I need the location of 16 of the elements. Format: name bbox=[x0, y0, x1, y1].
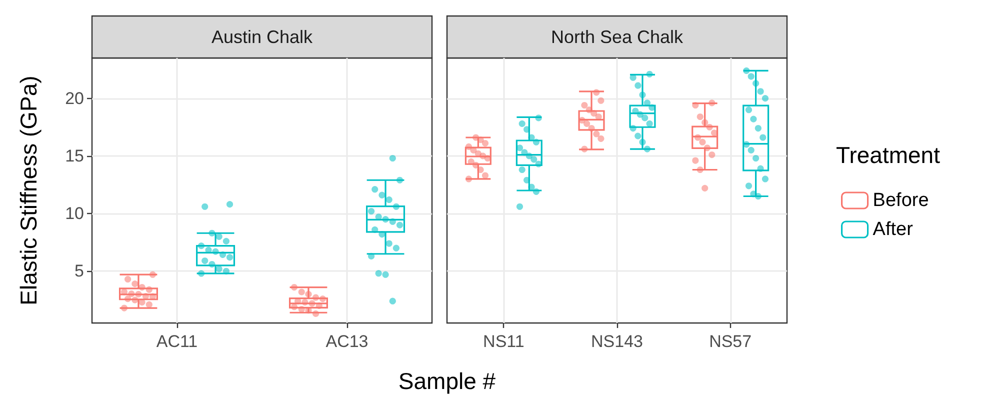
x-tick-label: NS11 bbox=[483, 332, 524, 351]
y-tick-label: 15 bbox=[65, 146, 84, 166]
y-tick-label: 10 bbox=[65, 204, 84, 224]
chart-title: Austin Chalk bbox=[211, 27, 314, 47]
legend-label: Before bbox=[872, 190, 929, 211]
x-axis-title: Sample # bbox=[398, 368, 496, 394]
x-tick-label: NS57 bbox=[709, 332, 752, 351]
y-tick-label: 20 bbox=[65, 88, 84, 108]
legend-label: After bbox=[872, 219, 914, 240]
chart-title: North Sea Chalk bbox=[550, 27, 684, 47]
x-tick-label: AC13 bbox=[326, 332, 368, 351]
legend-title: Treatment bbox=[836, 142, 941, 168]
y-axis-title: Elastic Stiffness (GPa) bbox=[16, 76, 42, 306]
x-tick-label: NS143 bbox=[591, 332, 643, 351]
x-tick-label: AC11 bbox=[156, 332, 198, 351]
y-tick-label: 5 bbox=[74, 262, 84, 281]
